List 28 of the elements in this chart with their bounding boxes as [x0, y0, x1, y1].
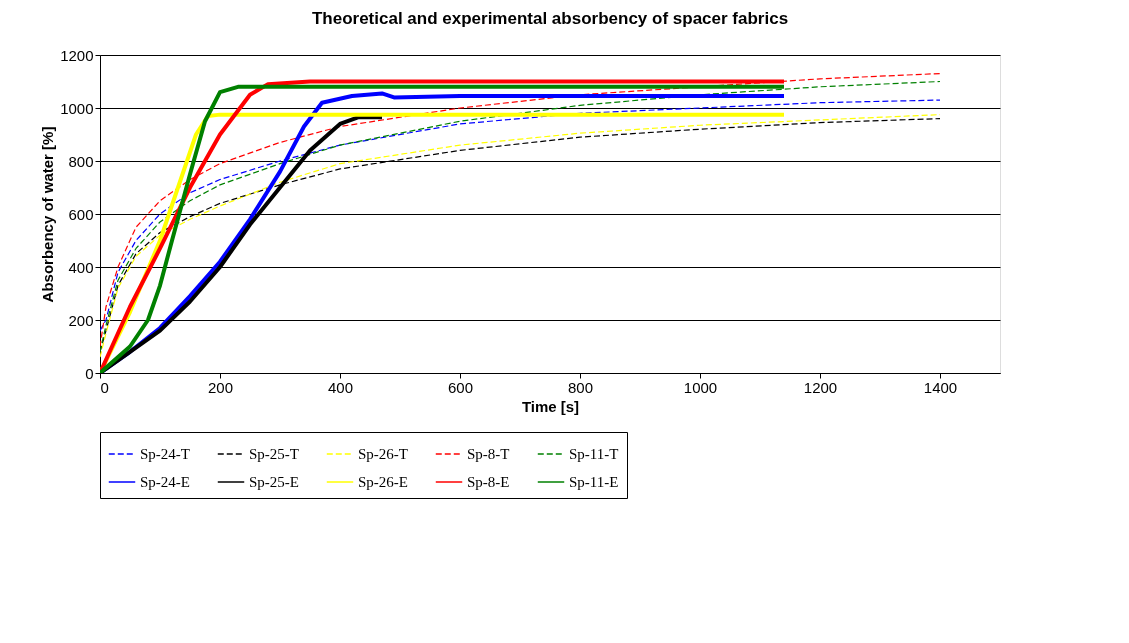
- legend-label: Sp-8-E: [467, 474, 510, 490]
- legend-label: Sp-8-T: [467, 446, 510, 462]
- y-tick-label: 0: [85, 364, 94, 382]
- y-tick-label: 1000: [60, 99, 94, 117]
- x-tick-label: 1400: [923, 378, 958, 396]
- legend-label: Sp-26-E: [358, 474, 408, 490]
- x-tick-label: 600: [447, 378, 474, 396]
- y-tick-label: 800: [68, 152, 94, 170]
- y-axis-title: Absorbency of water [%]: [39, 126, 57, 303]
- x-tick-label: 800: [567, 378, 594, 396]
- y-tick-label: 600: [68, 205, 94, 223]
- legend-label: Sp-24-T: [140, 446, 190, 462]
- chart-title: Theoretical and experimental absorbency of spacer fabrics: [311, 9, 789, 28]
- legend-label: Sp-11-T: [569, 446, 619, 462]
- x-axis-title: Time [s]: [521, 397, 580, 415]
- legend-label: Sp-11-E: [569, 474, 619, 490]
- y-tick-label: 400: [68, 258, 94, 276]
- legend-label: Sp-25-T: [249, 446, 299, 462]
- x-tick-label: 400: [327, 378, 354, 396]
- x-tick-label: 1200: [803, 378, 838, 396]
- y-tick-label: 200: [68, 311, 94, 329]
- legend-label: Sp-26-T: [358, 446, 408, 462]
- legend-label: Sp-24-E: [140, 474, 190, 490]
- x-tick-label: 200: [207, 378, 234, 396]
- y-tick-label: 1200: [60, 46, 94, 64]
- x-tick-label: 0: [100, 378, 109, 396]
- x-tick-label: 1000: [683, 378, 718, 396]
- legend-label: Sp-25-E: [249, 474, 299, 490]
